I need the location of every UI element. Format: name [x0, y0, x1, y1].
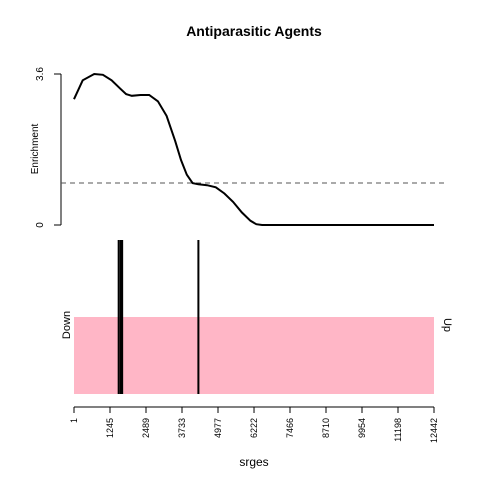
x-tick-label: 11198 — [393, 418, 403, 442]
x-tick-label: 1245 — [105, 418, 115, 438]
x-tick-label: 2489 — [141, 418, 151, 438]
x-tick-label: 1 — [69, 418, 79, 423]
x-tick-label: 7466 — [285, 418, 295, 438]
gene-set-band — [74, 317, 434, 394]
y-tick-label-max: 3.6 — [35, 67, 46, 81]
chart-title: Antiparasitic Agents — [186, 23, 322, 39]
y-tick-label-min: 0 — [35, 222, 46, 228]
barcode-panel: Down Up 1 1245 2489 3733 4977 6222 7466 8710 995… — [61, 240, 453, 469]
enrichment-panel: 3.6 0 Enrichment — [30, 67, 446, 228]
x-axis-label: srges — [239, 455, 268, 469]
x-tick-label: 12442 — [429, 418, 439, 443]
hit-marks — [117, 240, 200, 394]
x-tick-label: 4977 — [213, 418, 223, 438]
up-label: Up — [441, 318, 453, 332]
x-tick-label: 3733 — [177, 418, 187, 438]
enrichment-curve — [73, 72, 434, 226]
x-tick-label: 9954 — [357, 418, 367, 438]
x-tick-label: 8710 — [321, 418, 331, 438]
y-axis-label: Enrichment — [30, 123, 41, 174]
down-label: Down — [61, 311, 73, 339]
x-ticks: 1 1245 2489 3733 4977 6222 7466 8710 9954 11198 12… — [69, 407, 439, 443]
x-tick-label: 6222 — [249, 418, 259, 438]
